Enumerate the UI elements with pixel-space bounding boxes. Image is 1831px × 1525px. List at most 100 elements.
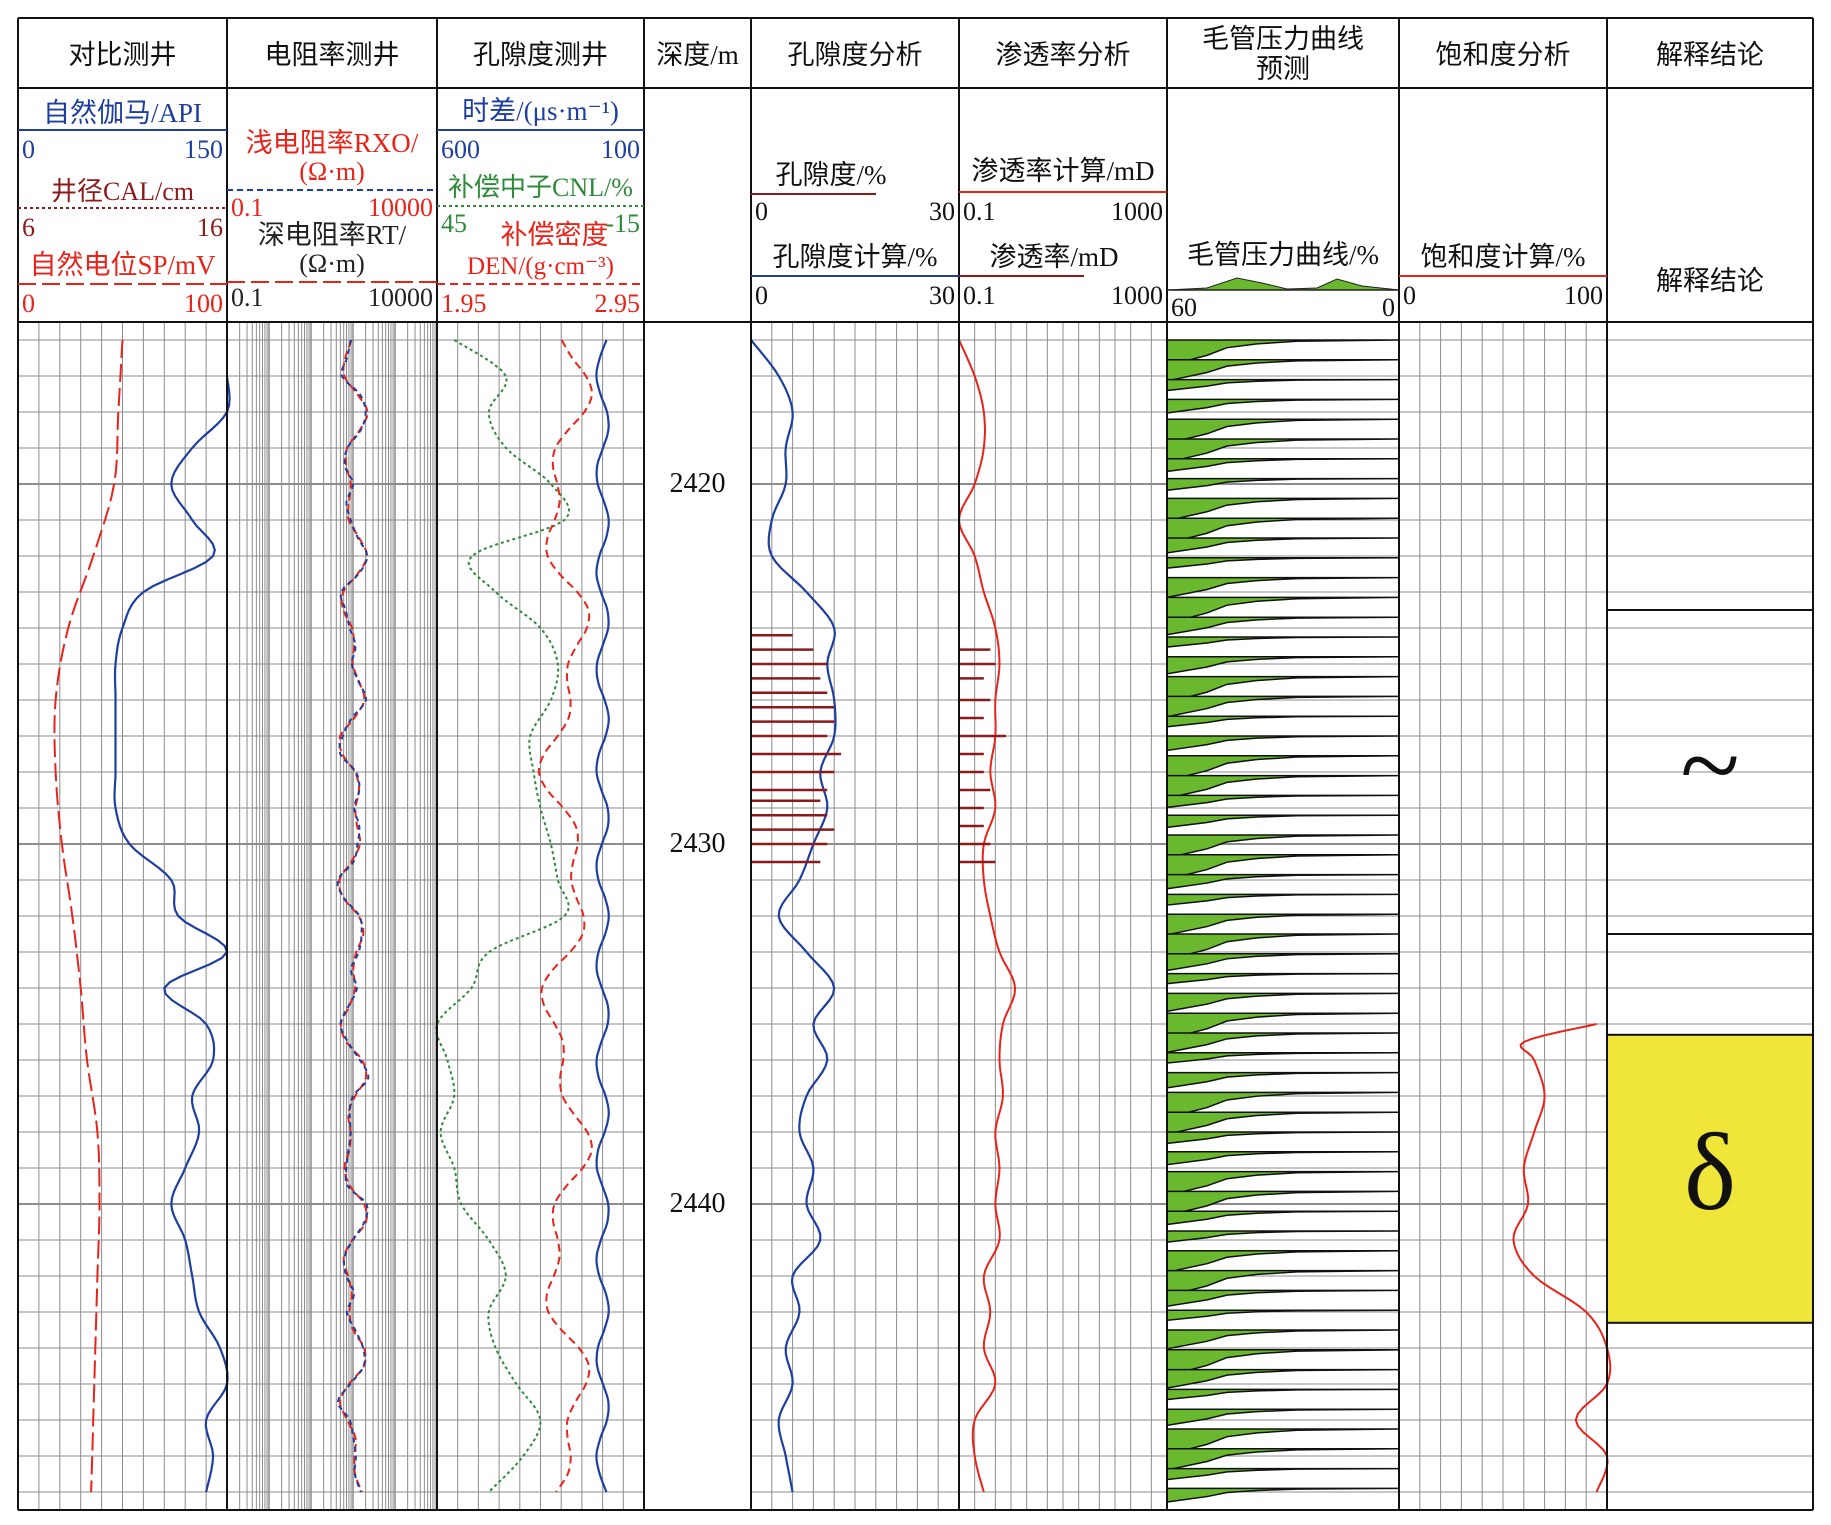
gamma-ray-curve: [113, 375, 231, 1493]
deep-resistivity-curve: [337, 339, 369, 1493]
capillary-curve: [1166, 1131, 1400, 1145]
curve-label: 毛管压力曲线/%: [1187, 240, 1379, 270]
curve-label: 补偿密度: [501, 220, 609, 250]
scale-min: 0.1: [963, 197, 996, 226]
curve-label: 自然伽马/API: [43, 98, 202, 128]
scale-min: 1.95: [441, 289, 487, 318]
track-title: 对比测井: [69, 40, 177, 70]
track-title: 电阻率测井: [265, 40, 400, 70]
curve-label: 自然电位SP/mV: [29, 250, 216, 280]
scale-min: 600: [441, 135, 480, 164]
curve-label: 井径CAL/cm: [51, 177, 194, 206]
capillary-curve: [1166, 1309, 1400, 1322]
capillary-curve: [1166, 557, 1400, 570]
scale-min: 0: [22, 135, 35, 164]
curve-label: 渗透率/mD: [989, 242, 1118, 272]
scale-max: 1000: [1111, 197, 1163, 226]
scale-min: 0: [755, 197, 768, 226]
capillary-curve: [1166, 636, 1400, 648]
permeability-calc-curve: [957, 339, 1017, 1493]
capillary-curve: [1166, 1071, 1400, 1089]
capillary-legend-sample: [1166, 277, 1400, 291]
curve-label: 饱和度计算/%: [1421, 242, 1586, 272]
scale-max: 100: [601, 135, 640, 164]
scale-max: 150: [184, 135, 223, 164]
scale-min: 0: [22, 289, 35, 318]
scale-max: 10000: [368, 193, 433, 222]
porosity-calc-curve: [750, 339, 837, 1493]
capillary-curve: [1166, 1289, 1400, 1308]
track-title: 饱和度分析: [1436, 40, 1571, 70]
capillary-curve: [1166, 1151, 1400, 1166]
capillary-curve: [1166, 1230, 1400, 1243]
scale-min: 60: [1171, 293, 1197, 322]
capillary-curve: [1166, 537, 1400, 554]
capillary-curve: [1166, 1408, 1400, 1427]
capillary-curve: [1166, 477, 1400, 492]
capillary-curve: [1166, 814, 1400, 829]
capillary-curve: [1166, 1032, 1400, 1054]
capillary-curve: [1166, 1329, 1400, 1350]
capillary-curve: [1166, 1052, 1400, 1064]
capillary-curve: [1166, 695, 1400, 718]
scale-min: 0.1: [231, 193, 264, 222]
capillary-curve: [1166, 1467, 1400, 1481]
capillary-curve: [1166, 794, 1400, 809]
capillary-curve: [1166, 378, 1400, 392]
curve-label: 浅电阻率RXO/: [246, 128, 419, 158]
curve-unit: (Ω·m): [299, 157, 365, 186]
capillary-curve: [1166, 398, 1400, 414]
density-curve: [537, 339, 593, 1493]
capillary-curve: [1166, 972, 1400, 985]
capillary-curve: [1166, 992, 1400, 1013]
interpretation-symbol: ~: [1680, 704, 1740, 826]
curve-unit: (Ω·m): [299, 249, 365, 278]
scale-min: 0.1: [231, 283, 264, 312]
curve-label: 渗透率计算/mD: [971, 156, 1154, 186]
curve-label: 时差/(μs·m⁻¹): [462, 96, 619, 126]
curve-label: 孔隙度/%: [776, 160, 887, 190]
scale-max: 1000: [1111, 281, 1163, 310]
scale-min: 45: [441, 209, 467, 238]
curve-label: 解释结论: [1656, 266, 1764, 296]
capillary-curve: [1166, 1388, 1400, 1401]
scale-max: 16: [197, 213, 223, 242]
grid-lines: [18, 322, 1813, 1510]
scale-max: 30: [929, 281, 955, 310]
capillary-curve: [1166, 735, 1400, 752]
capillary-curve: [1166, 1487, 1400, 1503]
capillary-curve: [1166, 656, 1400, 675]
scale-min: 0: [1403, 281, 1416, 310]
capillary-curve: [1166, 1368, 1400, 1390]
track-title: 渗透率分析: [996, 40, 1131, 70]
capillary-curve: [1166, 458, 1400, 473]
depth-tick-label: 2430: [670, 828, 726, 859]
depth-tick-label: 2420: [670, 468, 726, 499]
track-title: 毛管压力曲线: [1202, 24, 1364, 54]
capillary-curve: [1166, 873, 1400, 890]
scale-max: -15: [605, 209, 640, 238]
capillary-curve: [1166, 715, 1400, 728]
capillary-curve: [1166, 576, 1400, 599]
curve-label: 补偿中子CNL/%: [448, 173, 633, 202]
interpretation-symbol: δ: [1684, 1111, 1736, 1233]
track-title: 解释结论: [1656, 40, 1764, 70]
track-title: 预测: [1256, 54, 1310, 84]
depth-tick-label: 2440: [670, 1188, 726, 1219]
curves: [53, 277, 1814, 1503]
scale-max: 0: [1382, 293, 1395, 322]
capillary-curve: [1166, 893, 1400, 906]
scale-min: 0.1: [963, 281, 996, 310]
curve-label: 深电阻率RT/: [258, 220, 407, 250]
scale-max: 100: [184, 289, 223, 318]
interpretation-zone: [1606, 1033, 1814, 1324]
capillary-curve: [1166, 953, 1400, 972]
scale-max: 10000: [368, 283, 433, 312]
neutron-curve: [435, 339, 571, 1493]
track-title: 孔隙度测井: [473, 40, 608, 70]
scale-min: 0: [755, 281, 768, 310]
sp-curve: [53, 339, 124, 1493]
